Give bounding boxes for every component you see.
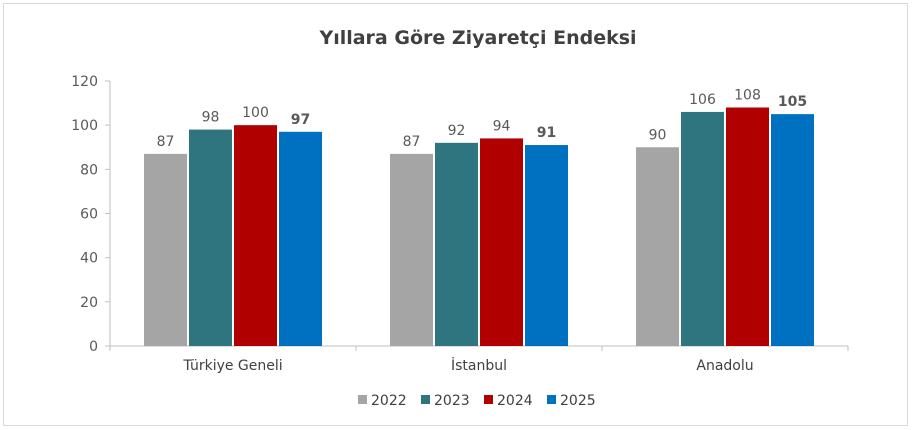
data-label: 94: [493, 118, 511, 134]
x-axis: Türkiye Geneli İstanbul Anadolu: [109, 345, 849, 374]
legend-swatch-2022: [358, 395, 367, 404]
y-tick-label: 60: [80, 207, 98, 223]
bar-2023: [435, 142, 478, 346]
data-label: 106: [689, 92, 716, 108]
y-tick-label: 40: [80, 251, 98, 267]
y-tick-label: 0: [89, 339, 98, 355]
y-axis: 0 20 40 60 80 100 120: [71, 74, 111, 355]
data-label: 97: [291, 112, 310, 128]
bar-2025: [525, 145, 568, 346]
x-category-label: Anadolu: [696, 358, 753, 374]
legend: 2022 2023 2024 2025: [358, 393, 596, 409]
bar-2024: [480, 138, 523, 346]
data-label: 105: [778, 94, 807, 110]
x-category-label: Türkiye Geneli: [182, 358, 282, 374]
data-label: 100: [242, 105, 269, 121]
data-label: 87: [157, 134, 175, 150]
legend-swatch-2025: [547, 395, 556, 404]
y-tick-label: 20: [80, 295, 98, 311]
legend-label: 2025: [560, 393, 596, 409]
bar-2024: [726, 107, 769, 346]
bar-2023: [189, 129, 232, 346]
data-label: 92: [448, 123, 466, 139]
legend-swatch-2023: [421, 395, 430, 404]
x-category-label: İstanbul: [451, 356, 507, 374]
data-labels-group: 87 98 100 97 87 92 94 91 90 106 108 105: [157, 88, 808, 150]
data-label: 87: [403, 134, 421, 150]
data-label: 91: [537, 125, 556, 141]
legend-label: 2022: [371, 393, 407, 409]
legend-label: 2024: [497, 393, 533, 409]
legend-label: 2023: [434, 393, 470, 409]
bar-2022: [636, 147, 679, 346]
bars-group: [144, 107, 814, 347]
y-tick-label: 120: [71, 74, 98, 90]
bar-2022: [390, 153, 433, 346]
chart-title: Yıllara Göre Ziyaretçi Endeksi: [318, 27, 636, 49]
y-tick-label: 100: [71, 118, 98, 134]
data-label: 98: [202, 110, 220, 126]
bar-2025: [279, 131, 322, 346]
y-tick-label: 80: [80, 162, 98, 178]
bar-2022: [144, 153, 187, 346]
bar-2023: [681, 111, 724, 347]
data-label: 108: [734, 88, 761, 104]
bar-2024: [234, 125, 277, 347]
legend-swatch-2024: [484, 395, 493, 404]
bar-2025: [771, 114, 814, 346]
data-label: 90: [649, 127, 667, 143]
